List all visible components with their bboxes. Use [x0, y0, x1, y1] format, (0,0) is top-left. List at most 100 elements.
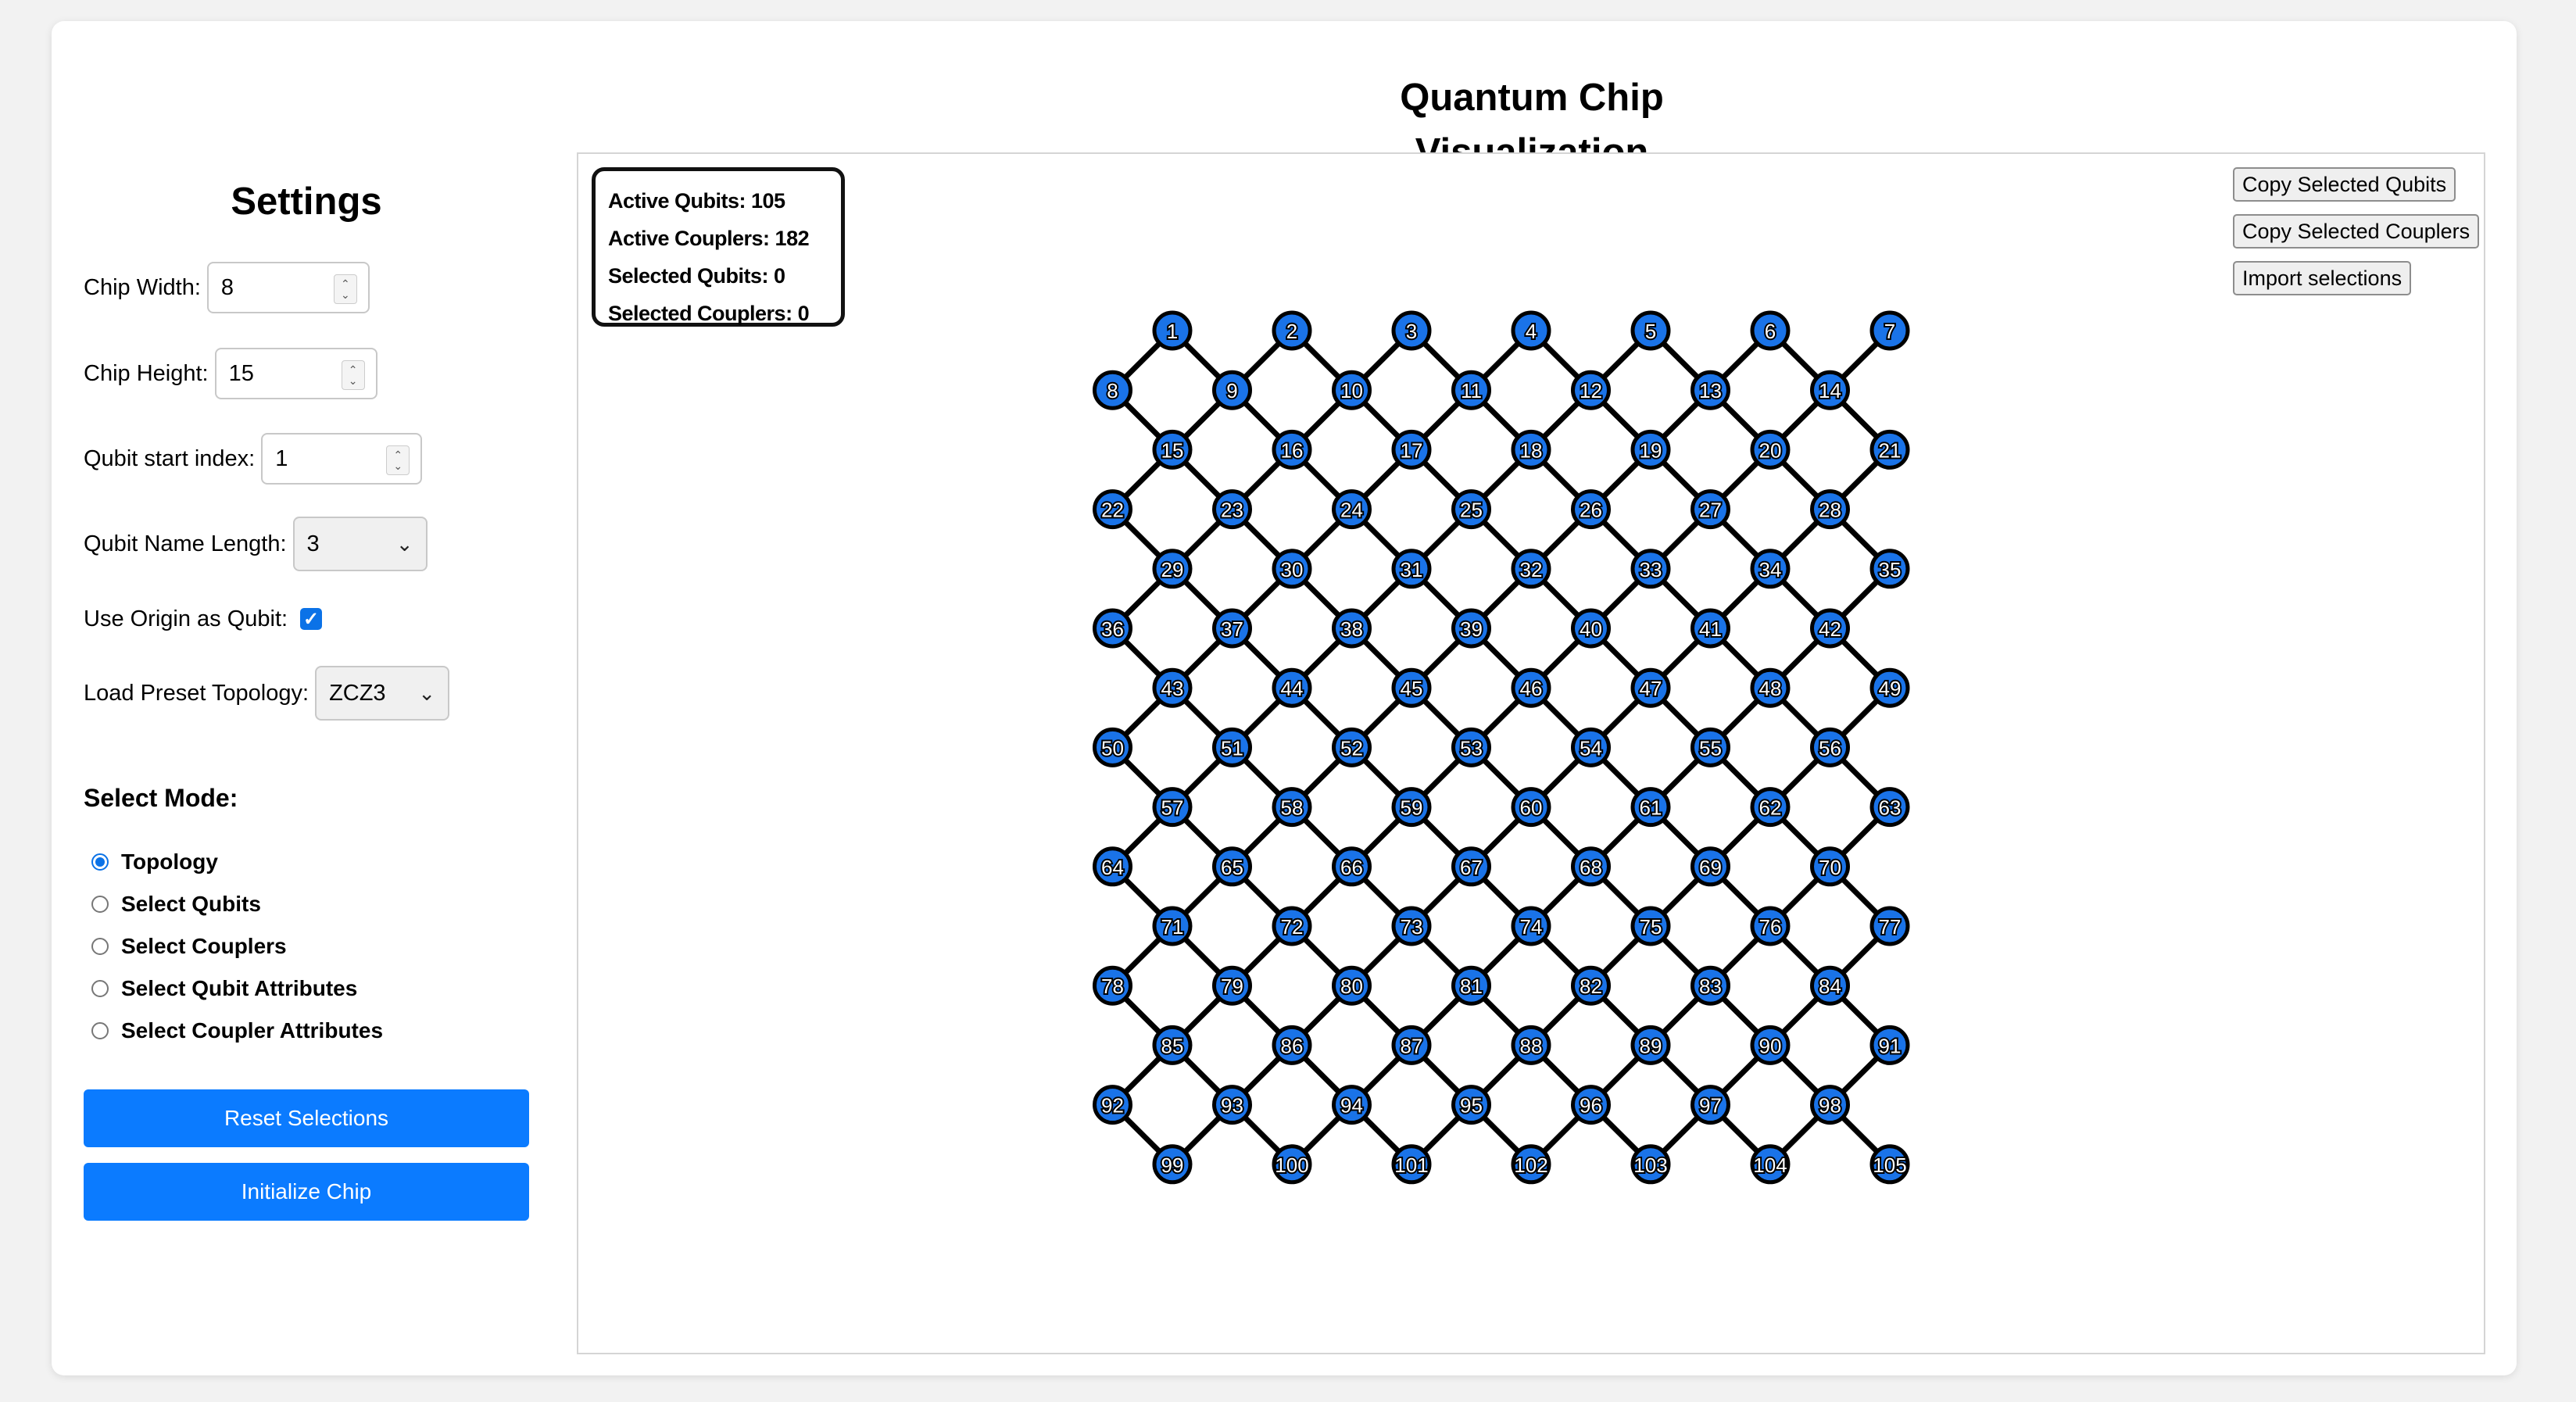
qubit-node[interactable]: 13 [1690, 370, 1730, 410]
qubit-circle[interactable] [1750, 1144, 1791, 1185]
qubit-circle[interactable] [1332, 489, 1372, 530]
qubit-circle[interactable] [1272, 1025, 1312, 1065]
qubit-circle[interactable] [1750, 667, 1791, 708]
qubit-circle[interactable] [1451, 370, 1491, 410]
qubit-node[interactable]: 16 [1272, 429, 1312, 470]
qubit-node[interactable]: 86 [1272, 1025, 1312, 1065]
qubit-node[interactable]: 65 [1212, 846, 1252, 887]
qubit-circle[interactable] [1810, 370, 1850, 410]
qubit-circle[interactable] [1093, 370, 1132, 410]
qubit-node[interactable]: 41 [1690, 608, 1730, 649]
qubit-node[interactable]: 46 [1511, 667, 1551, 708]
origin-checkbox[interactable]: ✓ [300, 608, 323, 630]
radio-icon[interactable] [91, 853, 109, 871]
qubit-node[interactable]: 33 [1630, 549, 1671, 589]
qubit-circle[interactable] [1451, 489, 1491, 530]
qubit-node[interactable]: 57 [1152, 787, 1193, 828]
spinner-icon[interactable]: ⌃ ⌄ [386, 445, 410, 475]
qubit-node[interactable]: 90 [1750, 1025, 1791, 1065]
qubit-circle[interactable] [1152, 906, 1193, 946]
qubit-node[interactable]: 22 [1093, 489, 1132, 530]
qubit-node[interactable]: 71 [1152, 906, 1193, 946]
qubit-node[interactable]: 1 [1152, 310, 1193, 351]
qubit-node[interactable]: 98 [1810, 1085, 1850, 1125]
qubit-node[interactable]: 94 [1332, 1085, 1372, 1125]
qubit-circle[interactable] [1212, 489, 1252, 530]
qubit-circle[interactable] [1869, 549, 1910, 589]
qubit-node[interactable]: 74 [1511, 906, 1551, 946]
qubit-node[interactable]: 25 [1451, 489, 1491, 530]
qubit-node[interactable]: 55 [1690, 727, 1730, 767]
qubit-circle[interactable] [1630, 1144, 1671, 1185]
qubit-circle[interactable] [1571, 370, 1611, 410]
qubit-node[interactable]: 84 [1810, 965, 1850, 1006]
qubit-node[interactable]: 81 [1451, 965, 1491, 1006]
qubit-node[interactable]: 66 [1332, 846, 1372, 887]
qubit-node[interactable]: 42 [1810, 608, 1850, 649]
qubit-circle[interactable] [1869, 1025, 1910, 1065]
initialize-chip-button[interactable]: Initialize Chip [84, 1163, 529, 1221]
qubit-circle[interactable] [1571, 846, 1611, 887]
qubit-circle[interactable] [1750, 1025, 1791, 1065]
qubit-node[interactable]: 10 [1332, 370, 1372, 410]
qubit-node[interactable]: 70 [1810, 846, 1850, 887]
qubit-circle[interactable] [1750, 549, 1791, 589]
chip-height-input[interactable]: 15 ⌃ ⌄ [214, 348, 377, 399]
qubit-circle[interactable] [1571, 489, 1611, 530]
qubit-circle[interactable] [1391, 667, 1432, 708]
qubit-node[interactable]: 80 [1332, 965, 1372, 1006]
qubit-circle[interactable] [1630, 310, 1671, 351]
spinner-icon[interactable]: ⌃ ⌄ [333, 274, 357, 304]
qubit-node[interactable]: 101 [1391, 1144, 1432, 1185]
qubit-node[interactable]: 73 [1391, 906, 1432, 946]
qubit-circle[interactable] [1451, 608, 1491, 649]
chip-width-input[interactable]: 8 ⌃ ⌄ [206, 262, 370, 313]
qubit-node[interactable]: 23 [1212, 489, 1252, 530]
qubit-node[interactable]: 67 [1451, 846, 1491, 887]
qubit-node[interactable]: 105 [1869, 1144, 1910, 1185]
qubit-node[interactable]: 77 [1869, 906, 1910, 946]
name-length-select[interactable]: 3 ⌄ [292, 517, 428, 571]
qubit-circle[interactable] [1630, 906, 1671, 946]
qubit-node[interactable]: 63 [1869, 787, 1910, 828]
qubit-node[interactable]: 58 [1272, 787, 1312, 828]
preset-select[interactable]: ZCZ3 ⌄ [315, 666, 450, 721]
qubit-node[interactable]: 60 [1511, 787, 1551, 828]
qubit-node[interactable]: 92 [1093, 1085, 1132, 1125]
qubit-circle[interactable] [1093, 1085, 1132, 1125]
qubit-circle[interactable] [1391, 429, 1432, 470]
qubit-node[interactable]: 30 [1272, 549, 1312, 589]
qubit-circle[interactable] [1391, 787, 1432, 828]
qubit-node[interactable]: 44 [1272, 667, 1312, 708]
qubit-circle[interactable] [1869, 667, 1910, 708]
qubit-node[interactable]: 96 [1571, 1085, 1611, 1125]
qubit-circle[interactable] [1332, 727, 1372, 767]
qubit-node[interactable]: 72 [1272, 906, 1312, 946]
qubit-node[interactable]: 100 [1272, 1144, 1312, 1185]
qubit-circle[interactable] [1869, 787, 1910, 828]
qubit-node[interactable]: 26 [1571, 489, 1611, 530]
qubit-node[interactable]: 3 [1391, 310, 1432, 351]
qubit-circle[interactable] [1152, 787, 1193, 828]
qubit-start-input[interactable]: 1 ⌃ ⌄ [261, 433, 423, 485]
qubit-circle[interactable] [1332, 965, 1372, 1006]
qubit-node[interactable]: 19 [1630, 429, 1671, 470]
qubit-node[interactable]: 34 [1750, 549, 1791, 589]
qubit-circle[interactable] [1272, 549, 1312, 589]
qubit-node[interactable]: 15 [1152, 429, 1193, 470]
qubit-circle[interactable] [1571, 1085, 1611, 1125]
qubit-circle[interactable] [1810, 965, 1850, 1006]
qubit-circle[interactable] [1152, 1144, 1193, 1185]
qubit-node[interactable]: 56 [1810, 727, 1850, 767]
qubit-node[interactable]: 36 [1093, 608, 1132, 649]
qubit-node[interactable]: 99 [1152, 1144, 1193, 1185]
qubit-circle[interactable] [1272, 310, 1312, 351]
qubit-node[interactable]: 97 [1690, 1085, 1730, 1125]
qubit-circle[interactable] [1869, 1144, 1910, 1185]
qubit-circle[interactable] [1690, 370, 1730, 410]
qubit-node[interactable]: 51 [1212, 727, 1252, 767]
qubit-circle[interactable] [1391, 1144, 1432, 1185]
qubit-circle[interactable] [1511, 906, 1551, 946]
mode-option-select-couplers[interactable]: Select Couplers [91, 931, 287, 962]
qubit-circle[interactable] [1451, 1085, 1491, 1125]
